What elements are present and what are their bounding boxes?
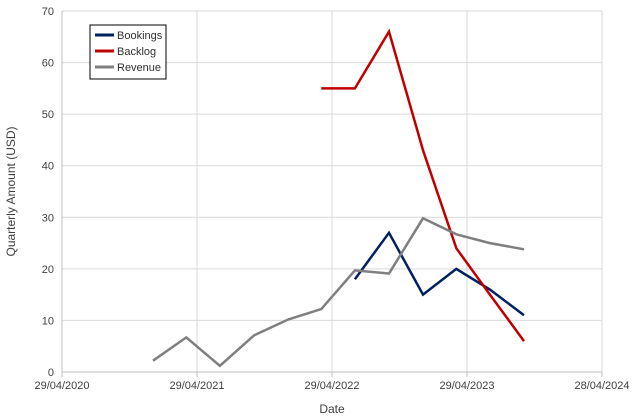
x-tick-label: 29/04/2022: [304, 380, 359, 392]
x-tick-labels: 29/04/2020 29/04/2021 29/04/2022 29/04/2023…: [34, 380, 629, 392]
y-tick-labels: 0 10 20 30 40 50 60 70: [42, 6, 54, 379]
series-layer: [152, 28, 526, 368]
x-tick-label: 28/04/2024: [574, 380, 629, 392]
y-tick-label: 70: [42, 6, 54, 18]
x-tick-label: 29/04/2023: [439, 380, 494, 392]
y-tick-label: 30: [42, 212, 54, 224]
legend: Bookings Backlog Revenue: [89, 24, 167, 80]
y-tick-label: 60: [42, 58, 54, 70]
y-axis-title: Quarterly Amount (USD): [4, 126, 18, 256]
x-tick-label: 29/04/2021: [169, 380, 224, 392]
legend-label-backlog: Backlog: [117, 46, 156, 58]
legend-label-revenue: Revenue: [117, 62, 161, 74]
axes: [61, 11, 603, 377]
y-tick-label: 10: [42, 315, 54, 327]
x-tick-label: 29/04/2020: [34, 380, 89, 392]
series-line-bookings: [353, 230, 525, 317]
x-axis-title: Date: [319, 402, 345, 416]
legend-label-bookings: Bookings: [117, 30, 163, 42]
y-tick-label: 40: [42, 161, 54, 173]
y-tick-label: 50: [42, 109, 54, 121]
series-line-backlog: [321, 28, 526, 342]
series-line-revenue: [152, 216, 525, 368]
y-tick-label: 0: [48, 367, 54, 379]
y-tick-label: 20: [42, 264, 54, 276]
